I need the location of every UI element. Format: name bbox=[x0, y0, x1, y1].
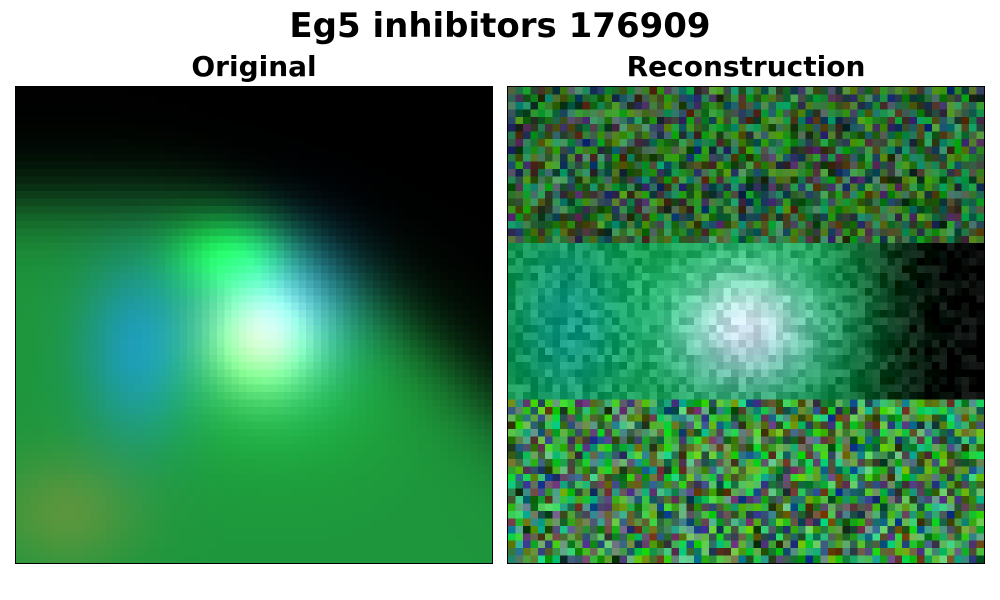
reconstruction-microscopy-image bbox=[508, 87, 984, 563]
figure-title: Eg5 inhibitors 176909 bbox=[289, 6, 711, 46]
original-image-panel bbox=[15, 86, 493, 564]
original-microscopy-image bbox=[16, 87, 492, 563]
reconstruction-image-panel bbox=[507, 86, 985, 564]
reconstruction-panel-title: Reconstruction bbox=[626, 50, 866, 83]
original-panel-title: Original bbox=[191, 50, 317, 83]
